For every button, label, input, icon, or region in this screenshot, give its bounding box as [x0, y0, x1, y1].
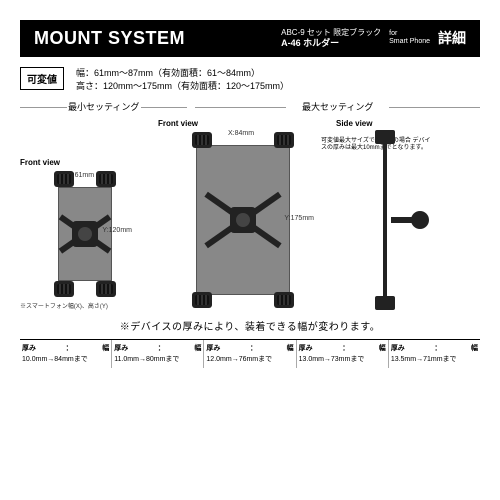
thickness-cell: 厚み：幅 13.5mm→71mmまで — [389, 340, 480, 368]
footnote-xy: ※スマートフォン幅(X)、高さ(Y) — [20, 301, 150, 310]
section-headers: 最小セッティング 最大セッティング — [20, 100, 480, 113]
grip-top-max — [178, 132, 308, 148]
ball-mount-icon — [411, 211, 429, 229]
diagram-max-front: Front view X:84mm Y:175mm — [158, 119, 328, 310]
grip-icon — [274, 292, 294, 308]
grip-icon — [96, 171, 116, 187]
grip-icon — [274, 132, 294, 148]
product-code: ABC-9 セット 限定ブラック A-46 ホルダー — [281, 28, 381, 48]
product-title: MOUNT SYSTEM — [34, 28, 185, 49]
variable-specs: 可変値 幅：61mm〜87mm（有効面積：61〜84mm） 高さ：120mm〜1… — [20, 67, 480, 92]
grip-icon — [192, 292, 212, 308]
grip-bottom-min — [40, 281, 130, 297]
grip-icon — [192, 132, 212, 148]
section-min: 最小セッティング — [20, 100, 187, 113]
frame-min: X:61mm Y:120mm — [40, 169, 130, 299]
for-label: for Smart Phone — [389, 30, 430, 47]
thickness-value: 12.0mm→76mmまで — [206, 355, 293, 364]
diagram-side: Side view 可変値最大サイズでの使用の場合 デバイスの厚みは最大10mm… — [336, 119, 456, 310]
hub-icon — [230, 207, 256, 233]
thickness-cell: 厚み：幅 13.0mm→73mmまで — [297, 340, 389, 368]
view-label-front-min: Front view — [20, 158, 150, 167]
dim-min-y: Y:120mm — [102, 227, 132, 234]
grip-icon — [96, 281, 116, 297]
thickness-cell: 厚み：幅 11.0mm→80mmまで — [112, 340, 204, 368]
section-max: 最大セッティング — [195, 100, 480, 113]
diagram-min-front: Front view X:61mm Y:120mm ※スマートフォン幅(X)、高… — [20, 158, 150, 310]
view-label-front-max: Front view — [158, 119, 328, 128]
header-right: ABC-9 セット 限定ブラック A-46 ホルダー for Smart Pho… — [281, 28, 466, 48]
dim-max-y: Y:175mm — [284, 215, 314, 222]
code-line1: ABC-9 セット 限定ブラック — [281, 28, 381, 38]
width-spec: 幅：61mm〜87mm（有効面積：61〜84mm） — [76, 67, 289, 80]
grip-top-min — [40, 171, 130, 187]
header-bar: MOUNT SYSTEM ABC-9 セット 限定ブラック A-46 ホルダー … — [20, 20, 480, 57]
code-line2: A-46 ホルダー — [281, 38, 381, 49]
thickness-notice: ※デバイスの厚みにより、装着できる幅が変わります。 — [20, 318, 480, 333]
thickness-value: 10.0mm→84mmまで — [22, 355, 109, 364]
height-spec: 高さ：120mm〜175mm（有効面積：120〜175mm） — [76, 80, 289, 93]
hub-icon — [72, 221, 98, 247]
grip-icon — [54, 281, 74, 297]
thickness-value: 11.0mm→80mmまで — [114, 355, 201, 364]
side-clamp-icon — [375, 130, 395, 144]
thickness-table: 厚み：幅 10.0mm→84mmまで 厚み：幅 11.0mm→80mmまで 厚み… — [20, 339, 480, 368]
diagrams-row: Front view X:61mm Y:120mm ※スマートフォン幅(X)、高… — [20, 119, 480, 310]
view-label-side: Side view — [336, 119, 456, 128]
side-rail-icon — [383, 130, 387, 310]
specs-text: 幅：61mm〜87mm（有効面積：61〜84mm） 高さ：120mm〜175mm… — [76, 67, 289, 92]
side-clamp-icon — [375, 296, 395, 310]
thickness-value: 13.0mm→73mmまで — [299, 355, 386, 364]
frame-max: X:84mm Y:175mm — [178, 130, 308, 310]
thickness-cell: 厚み：幅 12.0mm→76mmまで — [204, 340, 296, 368]
thickness-value: 13.5mm→71mmまで — [391, 355, 478, 364]
detail-label: 詳細 — [438, 28, 466, 48]
thickness-cell: 厚み：幅 10.0mm→84mmまで — [20, 340, 112, 368]
spec-sheet: MOUNT SYSTEM ABC-9 セット 限定ブラック A-46 ホルダー … — [0, 0, 500, 500]
grip-icon — [54, 171, 74, 187]
kahen-label: 可変値 — [20, 67, 64, 90]
side-frame: 可変値最大サイズでの使用の場合 デバイスの厚みは最大10mmまでとなります。 — [371, 130, 421, 310]
grip-bottom-max — [178, 292, 308, 308]
